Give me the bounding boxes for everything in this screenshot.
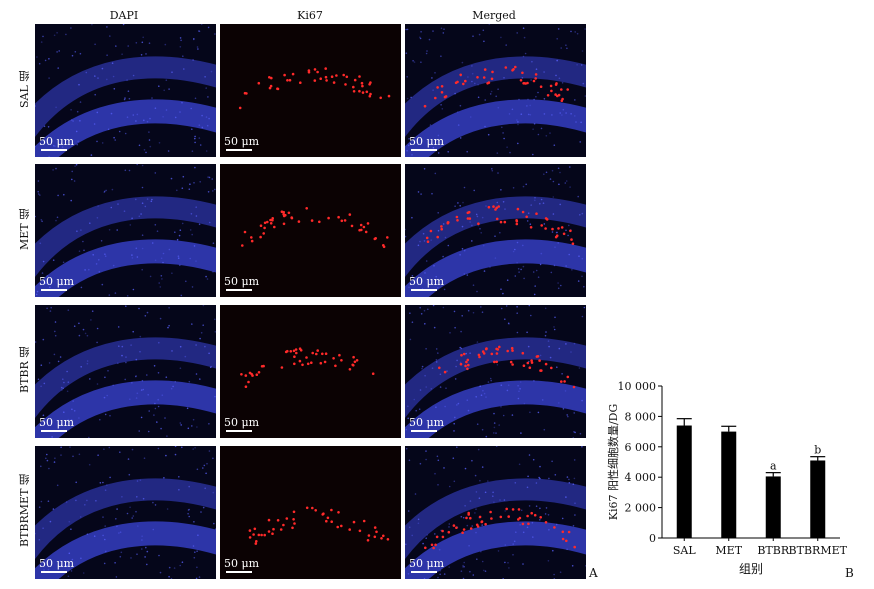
scale-bar-line bbox=[41, 571, 67, 573]
micrograph-btbrmet-dapi: 50 μm bbox=[35, 446, 216, 579]
y-tick-label: 8 000 bbox=[625, 410, 657, 423]
scale-bar-line bbox=[41, 430, 67, 432]
micrograph-btbr-ki67: 50 μm bbox=[220, 305, 401, 438]
scale-bar: 50 μm bbox=[39, 135, 74, 151]
scale-bar-line bbox=[411, 149, 437, 151]
micrograph-met-merged: 50 μm bbox=[405, 164, 586, 297]
ki67-bar-chart: 0 2 000 4 000 6 000 8 000 10 000 SAL MET BTBR a BT… bbox=[606, 380, 848, 576]
scale-bar: 50 μm bbox=[224, 275, 259, 291]
scale-bar-line bbox=[41, 289, 67, 291]
y-tick-label: 6 000 bbox=[625, 441, 657, 454]
scale-bar-label: 50 μm bbox=[224, 275, 260, 288]
micrograph-met-dapi: 50 μm bbox=[35, 164, 216, 297]
scale-bar-line bbox=[226, 149, 252, 151]
row-label-met: MET 组 bbox=[18, 208, 31, 250]
bar-sal bbox=[676, 425, 692, 538]
bar-btbr bbox=[765, 476, 781, 538]
scale-bar: 50 μm bbox=[39, 275, 74, 291]
scale-bar-label: 50 μm bbox=[409, 135, 445, 148]
scale-bar-label: 50 μm bbox=[224, 135, 260, 148]
x-tick-label: BTBR bbox=[757, 544, 790, 557]
scale-bar-label: 50 μm bbox=[39, 557, 75, 570]
column-title-ki67: Ki67 bbox=[297, 9, 323, 22]
bar-btbrmet bbox=[810, 460, 826, 538]
scale-bar-label: 50 μm bbox=[39, 416, 75, 429]
scale-bar: 50 μm bbox=[39, 416, 74, 432]
scale-bar-line bbox=[41, 149, 67, 151]
scale-bar-line bbox=[411, 571, 437, 573]
x-tick-label: BTBRMET bbox=[789, 544, 848, 557]
scale-bar: 50 μm bbox=[409, 557, 444, 573]
micrograph-btbrmet-ki67: 50 μm bbox=[220, 446, 401, 579]
micrograph-sal-merged: 50 μm bbox=[405, 24, 586, 157]
micrograph-btbrmet-merged: 50 μm bbox=[405, 446, 586, 579]
micrograph-btbr-merged: 50 μm bbox=[405, 305, 586, 438]
y-tick-label: 4 000 bbox=[625, 471, 657, 484]
row-label-btbrmet: BTBRMET 组 bbox=[18, 474, 31, 548]
scale-bar-line bbox=[411, 430, 437, 432]
row-label-btbr: BTBR 组 bbox=[18, 346, 31, 394]
significance-label: b bbox=[814, 444, 821, 457]
significance-label: a bbox=[770, 460, 777, 473]
scale-bar-label: 50 μm bbox=[409, 275, 445, 288]
scale-bar: 50 μm bbox=[409, 135, 444, 151]
panel-letter-a: A bbox=[589, 566, 598, 580]
micrograph-sal-dapi: 50 μm bbox=[35, 24, 216, 157]
scale-bar: 50 μm bbox=[224, 557, 259, 573]
scale-bar: 50 μm bbox=[409, 275, 444, 291]
scale-bar-label: 50 μm bbox=[39, 275, 75, 288]
y-tick-label: 2 000 bbox=[625, 502, 657, 515]
panel-letter-b: B bbox=[845, 566, 854, 580]
x-tick-label: MET bbox=[715, 544, 742, 557]
micrograph-met-ki67: 50 μm bbox=[220, 164, 401, 297]
micrograph-btbr-dapi: 50 μm bbox=[35, 305, 216, 438]
scale-bar: 50 μm bbox=[39, 557, 74, 573]
y-axis-label: Ki67 阳性细胞数量/DG bbox=[606, 404, 620, 521]
scale-bar-line bbox=[411, 289, 437, 291]
scale-bar-label: 50 μm bbox=[409, 557, 445, 570]
row-label-sal: SAL 组 bbox=[18, 70, 31, 108]
column-title-dapi: DAPI bbox=[109, 9, 139, 22]
scale-bar-label: 50 μm bbox=[224, 416, 260, 429]
scale-bar-line bbox=[226, 430, 252, 432]
micrograph-sal-ki67: 50 μm bbox=[220, 24, 401, 157]
scale-bar-line bbox=[226, 571, 252, 573]
scale-bar: 50 μm bbox=[409, 416, 444, 432]
y-tick-label: 0 bbox=[649, 532, 656, 545]
scale-bar-label: 50 μm bbox=[409, 416, 445, 429]
scale-bar-label: 50 μm bbox=[39, 135, 75, 148]
bar-met bbox=[721, 431, 737, 538]
y-tick-label: 10 000 bbox=[618, 380, 657, 393]
scale-bar-line bbox=[226, 289, 252, 291]
column-title-merged: Merged bbox=[472, 9, 516, 22]
x-axis-label: 组别 bbox=[739, 562, 763, 576]
scale-bar: 50 μm bbox=[224, 416, 259, 432]
scale-bar: 50 μm bbox=[224, 135, 259, 151]
scale-bar-label: 50 μm bbox=[224, 557, 260, 570]
x-tick-label: SAL bbox=[673, 544, 696, 557]
